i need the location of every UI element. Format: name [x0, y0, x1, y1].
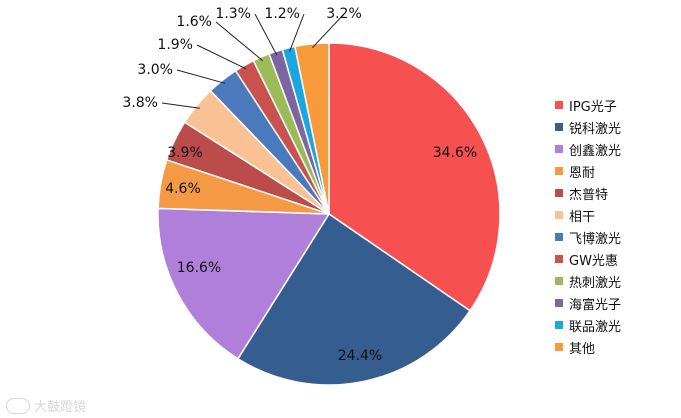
- data-label: 1.3%: [215, 6, 251, 22]
- data-label: 16.6%: [177, 260, 221, 276]
- legend-swatch: [555, 255, 563, 263]
- leader-line: [161, 102, 200, 109]
- legend-swatch: [555, 277, 563, 285]
- data-label: 3.8%: [122, 95, 158, 111]
- legend-item: 创鑫激光: [555, 138, 675, 160]
- legend-item: 锐科激光: [555, 116, 675, 138]
- data-label: 4.6%: [165, 181, 201, 197]
- legend-swatch: [555, 211, 563, 219]
- legend-label: 热刺激光: [569, 275, 622, 291]
- leader-line: [176, 69, 226, 84]
- data-label: 1.6%: [176, 14, 212, 30]
- legend-label: IPG光子: [569, 99, 617, 115]
- legend-item: GW光惠: [555, 248, 675, 270]
- legend-label: 相干: [569, 209, 596, 225]
- leader-line: [215, 21, 264, 62]
- legend-swatch: [555, 299, 563, 307]
- pie-slice: [328, 42, 501, 312]
- legend-swatch: [555, 343, 563, 351]
- legend-label: 锐科激光: [569, 121, 622, 137]
- legend-label: 创鑫激光: [569, 143, 622, 159]
- leader-line: [311, 13, 345, 49]
- chart-legend: IPG光子锐科激光创鑫激光恩耐杰普特相干飞博激光 GW光惠热刺激光海富光子联品激光…: [555, 94, 675, 358]
- legend-label: 联品激光: [569, 319, 622, 335]
- legend-label: 海富光子: [569, 297, 622, 313]
- data-label: 3.0%: [137, 62, 173, 78]
- legend-swatch: [555, 167, 563, 175]
- pie-slice: [293, 42, 330, 215]
- legend-label: 飞博激光: [569, 231, 622, 247]
- legend-swatch: [555, 321, 563, 329]
- legend-label: 杰普特: [569, 187, 609, 203]
- data-label: 1.2%: [264, 6, 300, 22]
- watermark: 大鼓蹬镜: [6, 396, 86, 415]
- data-label: 3.2%: [326, 6, 362, 22]
- pie-slice: [157, 207, 331, 360]
- data-label: 34.6%: [433, 145, 477, 161]
- legend-label: 恩耐: [569, 165, 596, 181]
- legend-swatch: [555, 233, 563, 241]
- legend-item: 相干: [555, 204, 675, 226]
- legend-swatch: [555, 189, 563, 197]
- legend-item: 杰普特: [555, 182, 675, 204]
- leader-line: [289, 13, 305, 52]
- pie-slice: [236, 212, 472, 386]
- data-label: 1.9%: [157, 37, 193, 53]
- legend-label: 其他: [569, 341, 596, 357]
- legend-item: 其他: [555, 336, 675, 358]
- legend-item: 海富光子: [555, 292, 675, 314]
- watermark-text: 大鼓蹬镜: [34, 400, 87, 415]
- leader-line: [254, 13, 278, 56]
- data-label: 24.4%: [338, 348, 382, 364]
- legend-label: GW光惠: [569, 253, 618, 269]
- legend-item: 恩耐: [555, 160, 675, 182]
- legend-item: 热刺激光: [555, 270, 675, 292]
- legend-swatch: [555, 123, 563, 131]
- legend-swatch: [555, 145, 563, 153]
- legend-swatch: [555, 101, 563, 109]
- leader-line: [196, 44, 247, 70]
- legend-item: IPG光子: [555, 94, 675, 116]
- legend-item: 飞博激光: [555, 226, 675, 248]
- legend-item: 联品激光: [555, 314, 675, 336]
- data-label: 3.9%: [167, 145, 203, 161]
- watermark-logo-icon: [6, 397, 30, 414]
